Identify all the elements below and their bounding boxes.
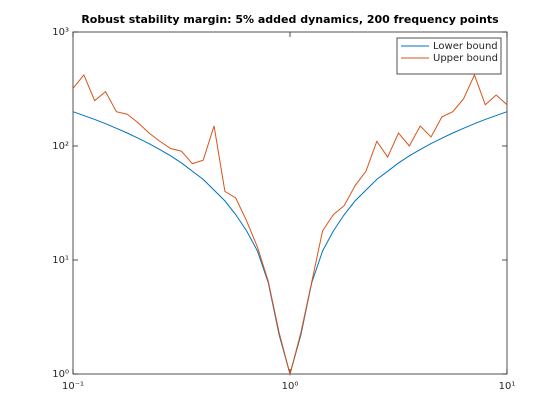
- x-tick-label: 10⁰: [282, 381, 299, 392]
- line-series: [72, 73, 508, 376]
- x-tick-label: 10⁻¹: [62, 381, 84, 392]
- y-tick-label: 10¹: [52, 255, 69, 266]
- plot-box: [72, 31, 508, 375]
- y-tick-label: 10⁰: [52, 369, 69, 380]
- legend-label: Upper bound: [433, 53, 498, 64]
- legend-label: Lower bound: [433, 41, 498, 52]
- chart-title: Robust stability margin: 5% added dynami…: [81, 13, 499, 26]
- y-tick-label: 10³: [52, 27, 69, 38]
- x-tick-label: 10¹: [499, 381, 516, 392]
- y-tick-label: 10²: [52, 141, 69, 152]
- legend-box: [396, 37, 502, 75]
